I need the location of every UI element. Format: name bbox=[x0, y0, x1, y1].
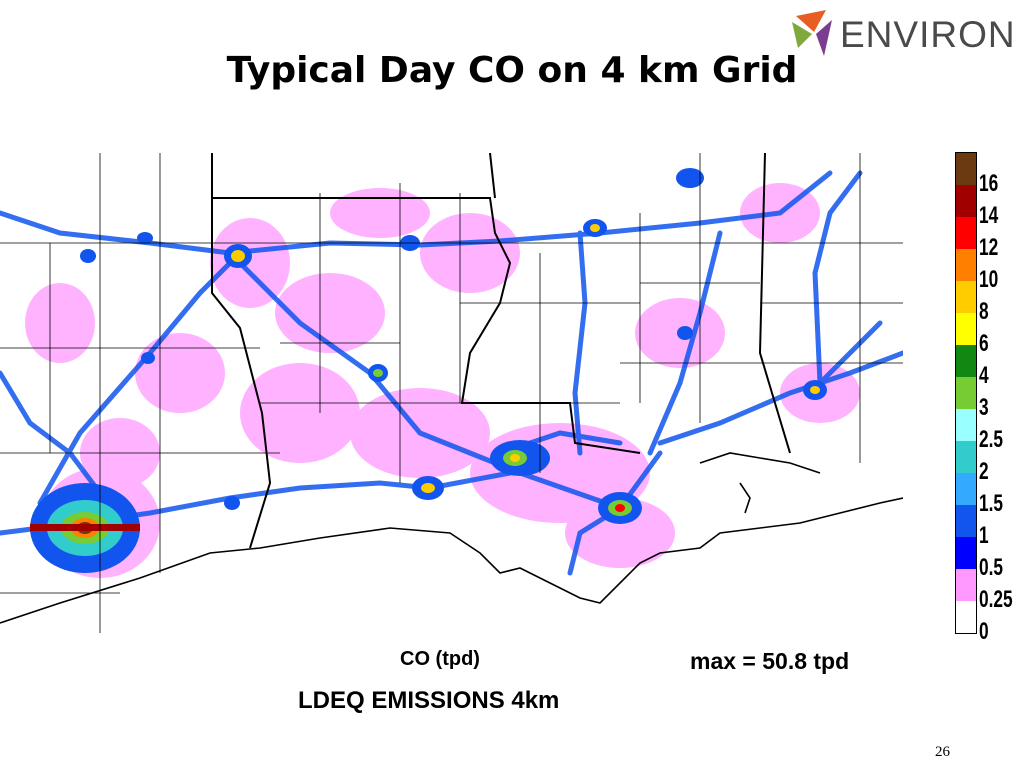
source-label: LDEQ EMISSIONS 4km bbox=[298, 687, 560, 714]
legend-swatch bbox=[956, 601, 976, 633]
legend-label: 0.5 bbox=[979, 554, 1004, 581]
legend-swatch bbox=[956, 281, 976, 313]
legend-label: 2 bbox=[979, 458, 989, 485]
legend-swatch bbox=[956, 313, 976, 345]
legend-label: 4 bbox=[979, 362, 989, 389]
legend-label: 0.25 bbox=[979, 586, 1013, 613]
legend-swatch bbox=[956, 569, 976, 601]
legend-swatch bbox=[956, 345, 976, 377]
county-boundaries bbox=[0, 153, 903, 633]
legend-swatch bbox=[956, 473, 976, 505]
legend-swatch bbox=[956, 249, 976, 281]
legend-swatch bbox=[956, 217, 976, 249]
legend-label: 0 bbox=[979, 618, 989, 645]
legend-label: 2.5 bbox=[979, 426, 1004, 453]
legend-label: 3 bbox=[979, 394, 989, 421]
legend-label: 1.5 bbox=[979, 490, 1004, 517]
state-boundaries bbox=[211, 153, 791, 549]
legend-swatch bbox=[956, 377, 976, 409]
emission-hotspots bbox=[30, 168, 827, 573]
legend-swatch bbox=[956, 537, 976, 569]
legend-label: 12 bbox=[979, 234, 999, 261]
legend-label: 16 bbox=[979, 170, 999, 197]
co-emissions-map bbox=[0, 153, 903, 633]
legend-label: 6 bbox=[979, 330, 989, 357]
legend-label: 10 bbox=[979, 266, 999, 293]
page-number: 26 bbox=[935, 744, 950, 760]
legend-label: 1 bbox=[979, 522, 989, 549]
legend-swatch bbox=[956, 409, 976, 441]
environ-logo-text: ENVIRON bbox=[840, 14, 1016, 55]
legend-label: 14 bbox=[979, 202, 999, 229]
max-value-label: max = 50.8 tpd bbox=[690, 648, 850, 674]
unit-label: CO (tpd) bbox=[400, 648, 480, 670]
legend-swatch bbox=[956, 505, 976, 537]
environ-logo: ENVIRON bbox=[788, 8, 1018, 58]
environ-logo-mark-icon bbox=[792, 10, 832, 56]
legend-color-bar bbox=[955, 152, 977, 634]
legend-swatch bbox=[956, 441, 976, 473]
legend-swatch bbox=[956, 153, 976, 185]
legend-swatch bbox=[956, 185, 976, 217]
gulf-coastline bbox=[0, 452, 903, 624]
slide-title: Typical Day CO on 4 km Grid bbox=[226, 50, 798, 91]
legend-label: 8 bbox=[979, 298, 989, 325]
color-scale-legend: 16 14 12 10 8 6 4 3 2.5 2 1.5 1 0.5 0.25 0 bbox=[955, 152, 1024, 644]
